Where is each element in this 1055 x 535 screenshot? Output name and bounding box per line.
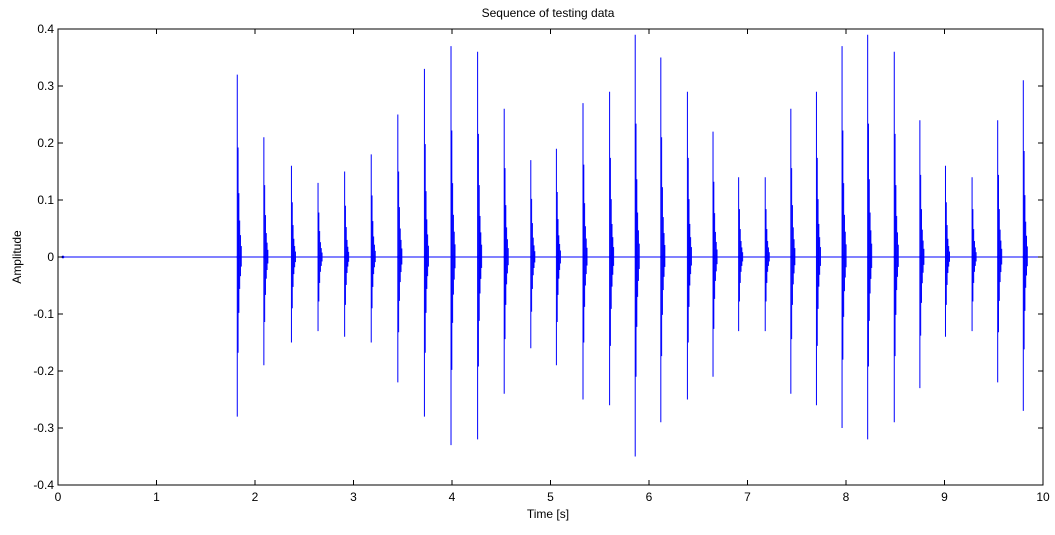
y-axis-label: Amplitude	[10, 230, 24, 284]
spike-burst	[423, 68, 429, 417]
spike-burst	[634, 34, 640, 457]
spike-burst	[397, 114, 403, 383]
y-tick-label: 0.2	[37, 136, 54, 150]
spike-burst	[555, 148, 561, 366]
x-tick-label: 10	[1036, 490, 1050, 504]
spike-center-dot	[764, 255, 768, 259]
spike-burst	[660, 57, 666, 423]
x-axis-label: Time [s]	[527, 507, 569, 521]
spike-center-dot	[686, 255, 691, 259]
spike-center-dot	[841, 255, 845, 259]
spike-burst	[609, 91, 615, 406]
y-tick-label: -0.4	[33, 478, 54, 492]
spike-burst	[370, 154, 376, 343]
spike-center-dot	[263, 255, 267, 259]
spike-burst	[867, 34, 873, 440]
spike-burst	[919, 120, 925, 389]
x-tick-label: 5	[547, 490, 554, 504]
spike-center-dot	[555, 255, 560, 259]
spike-center-dot	[530, 255, 534, 259]
spike-center-dot	[660, 255, 664, 259]
y-tick-label: -0.1	[33, 307, 54, 321]
spike-center-dot	[712, 255, 716, 259]
spike-burst	[712, 131, 718, 377]
y-tick-label: 0.4	[37, 22, 54, 36]
spike-center-dot	[423, 255, 428, 259]
spike-burst	[263, 137, 269, 366]
spike-burst	[236, 74, 242, 417]
x-tick-label: 2	[252, 490, 259, 504]
x-tick-label: 4	[449, 490, 456, 504]
spike-center-dot	[1022, 255, 1026, 259]
spike-burst	[738, 177, 744, 332]
spike-burst	[841, 46, 847, 428]
spike-center-dot	[609, 255, 613, 259]
spike-center-dot	[919, 255, 923, 259]
spike-burst	[686, 91, 692, 400]
x-tick-label: 7	[744, 490, 751, 504]
series-group	[58, 34, 1043, 457]
spike-burst	[944, 165, 950, 337]
spike-burst	[290, 165, 296, 343]
x-axis-ticks: 0 1 2 3 4 5 6 7 8 9 10	[55, 29, 1050, 504]
spike-center-dot	[582, 255, 586, 259]
y-tick-label: -0.2	[33, 364, 54, 378]
spike-burst	[764, 177, 770, 332]
spike-center-dot	[971, 255, 975, 259]
y-axis-ticks: 0.4 0.3 0.2 0.1 0 -0.1 -0.2 -0.3 -0.4	[33, 22, 1043, 492]
spike-center-dot	[370, 255, 374, 259]
spike-center-dot	[997, 255, 1001, 259]
spike-burst	[997, 120, 1003, 383]
spike-burst	[582, 103, 588, 400]
x-tick-label: 0	[55, 490, 62, 504]
spike-burst	[344, 171, 350, 337]
spike-center-dot	[450, 255, 454, 259]
y-tick-label: 0	[47, 250, 54, 264]
spike-center-dot	[236, 255, 240, 259]
spike-burst	[317, 182, 323, 332]
spike-burst	[450, 46, 456, 446]
spike-burst	[790, 108, 796, 394]
spike-center-dot	[815, 255, 820, 259]
x-tick-label: 9	[941, 490, 948, 504]
x-tick-label: 3	[350, 490, 357, 504]
y-tick-label: 0.3	[37, 79, 54, 93]
spike-burst	[1022, 80, 1028, 411]
spike-center-dot	[893, 255, 897, 259]
spike-center-dot	[634, 255, 638, 259]
x-tick-label: 1	[153, 490, 160, 504]
spike-center-dot	[503, 255, 507, 259]
spike-center-dot	[397, 255, 401, 259]
spike-burst	[971, 177, 977, 332]
spike-burst	[530, 160, 536, 349]
spike-center-dot	[317, 255, 321, 259]
x-tick-label: 6	[646, 490, 653, 504]
spike-center-dot	[738, 255, 742, 259]
spike-center-dot	[477, 255, 481, 259]
spike-center-dot	[867, 255, 871, 259]
spike-burst	[893, 51, 899, 423]
x-tick-label: 8	[843, 490, 850, 504]
spike-burst	[503, 108, 509, 394]
y-tick-label: -0.3	[33, 421, 54, 435]
spike-burst	[815, 91, 821, 406]
spike-center-dot	[790, 255, 794, 259]
spike-center-dot	[944, 255, 949, 259]
y-tick-label: 0.1	[37, 193, 54, 207]
spike-burst	[477, 51, 483, 440]
chart-title: Sequence of testing data	[482, 6, 615, 20]
spike-center-dot	[344, 255, 348, 259]
spike-center-dot	[290, 255, 295, 259]
